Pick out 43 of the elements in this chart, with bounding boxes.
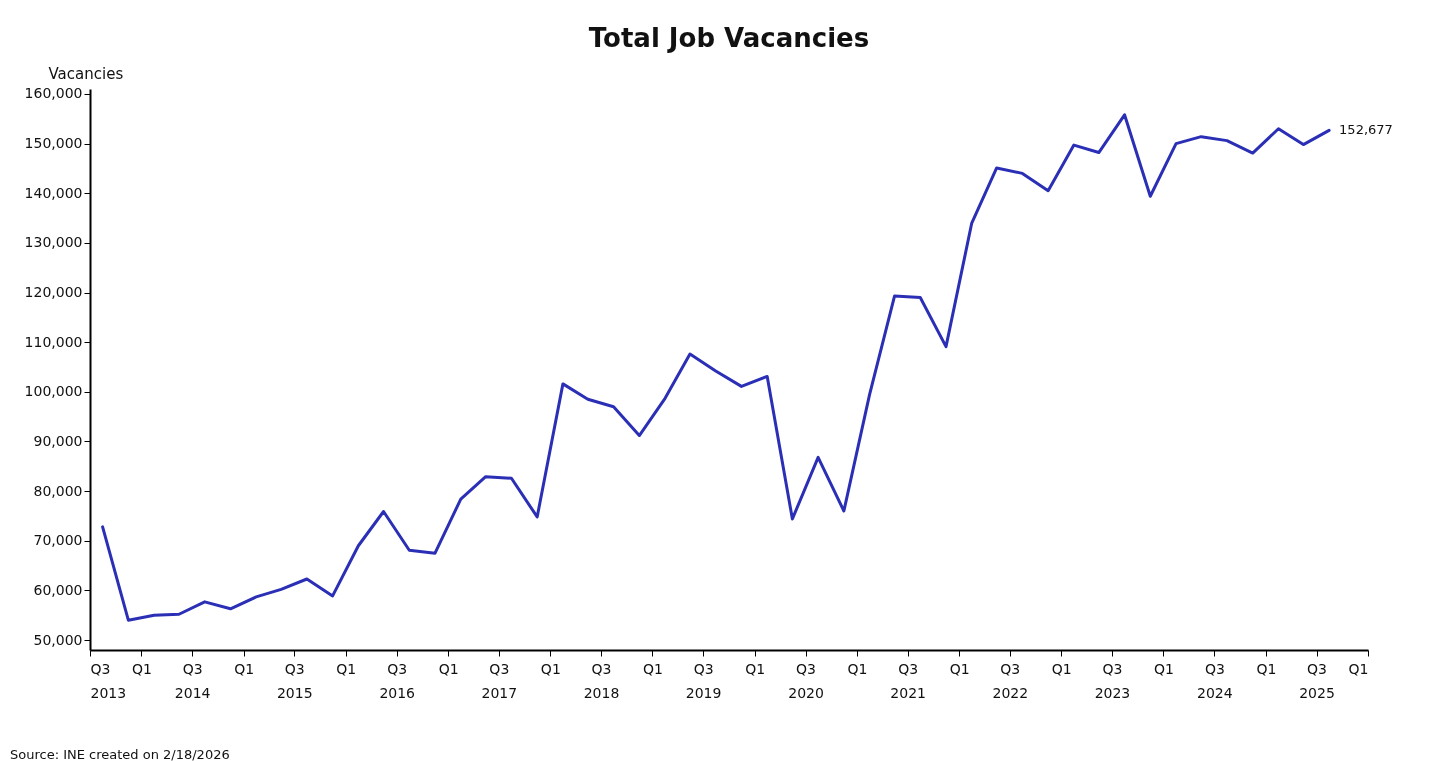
source-note: Source: INE created on 2/18/2026 [10,747,230,761]
x-tick-label: Q3 2020 [788,660,824,701]
x-tick-label: Q1 [847,660,868,677]
x-tick-label: Q3 2019 [685,660,722,701]
y-tick-label: 150,000 [24,135,83,152]
x-tick-label: Q3 2023 [1094,660,1131,701]
x-tick-label: Q3 2021 [890,660,926,701]
line-series [101,113,1331,622]
y-tick-label: 100,000 [24,383,83,400]
x-tick-label: Q3 2022 [992,660,1029,701]
x-tick-label: Q1 [132,660,152,677]
y-tick-label: 110,000 [24,333,83,350]
y-tick-label: 120,000 [24,284,83,301]
y-tick-label: 50,000 [33,631,83,648]
annotation: 152,677 [1339,122,1393,138]
x-tick-label: Q1 [540,660,561,677]
x-tick-label: Q3 2013 [90,660,127,701]
y-tick-label: 160,000 [24,85,83,102]
x-tick-label: Q1 [643,660,663,677]
x-tick-label: Q1 [1153,660,1174,677]
x-tick-label: Q1 [1256,660,1277,677]
x-tick-label: Q3 2014 [174,660,211,701]
x-tick-label: Q1 [234,660,255,677]
y-tick-label: 80,000 [33,482,83,499]
x-tick-label: Q1 [949,660,970,677]
y-tick-label: 130,000 [24,234,83,251]
x-tick-label: Q1 [438,660,459,677]
x-tick-label: Q3 2018 [583,660,620,701]
chart-title: Total Job Vacancies [588,23,870,53]
y-tick-label: 140,000 [24,184,83,201]
x-tick-label: Q3 2016 [379,660,416,701]
x-tick-label: Q3 2017 [481,660,518,701]
x-tick-label: Q1 [1348,660,1369,677]
x-tick-label: Q1 [1051,660,1072,677]
y-tick-label: 90,000 [33,432,83,449]
y-tick-label: 70,000 [33,532,83,549]
x-tick-label: Q3 2015 [276,660,313,701]
x-tick-label: Q3 2025 [1299,660,1335,701]
x-tick-label: Q1 [336,660,357,677]
x-tick-label: Q3 2024 [1197,660,1233,701]
y-axis-title: Vacancies [48,64,124,83]
x-tick-label: Q1 [745,660,766,677]
y-tick-label: 60,000 [33,581,83,598]
